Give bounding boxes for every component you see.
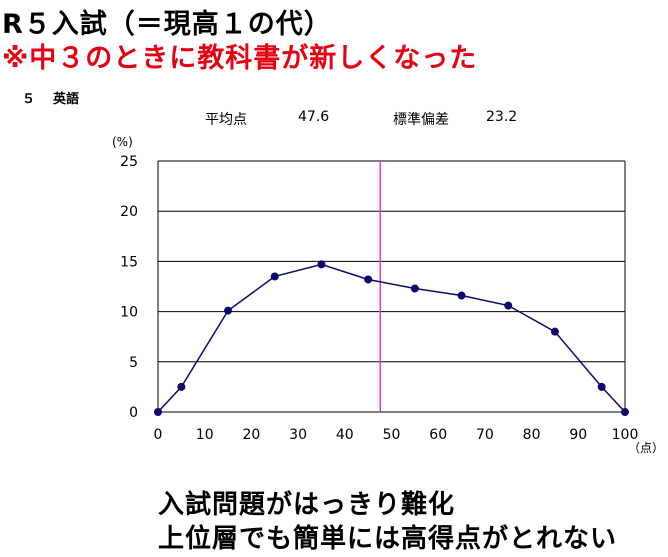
data-point bbox=[550, 327, 559, 336]
data-point bbox=[317, 260, 326, 269]
data-point bbox=[410, 284, 419, 293]
page-subtitle: ※中３のときに教科書が新しくなった bbox=[2, 43, 478, 74]
y-tick-label: 10 bbox=[120, 305, 138, 321]
caption-line-1: 入試問題がはっきり難化 bbox=[158, 490, 456, 520]
x-tick-label: 10 bbox=[196, 427, 214, 443]
y-tick-label: 25 bbox=[120, 154, 138, 170]
y-axis-label: (%) bbox=[112, 135, 133, 149]
x-tick-label: 30 bbox=[289, 427, 307, 443]
y-tick-label: 5 bbox=[129, 355, 138, 371]
data-point bbox=[504, 301, 513, 310]
x-tick-label: 80 bbox=[523, 427, 541, 443]
subject-name: 英語 bbox=[53, 92, 80, 107]
data-point bbox=[597, 382, 606, 391]
x-tick-label: 70 bbox=[476, 427, 494, 443]
x-tick-label: 60 bbox=[429, 427, 447, 443]
sd-label: 標準偏差 bbox=[393, 112, 449, 128]
data-point bbox=[364, 275, 373, 284]
x-tick-label: 100 bbox=[612, 427, 639, 443]
sd-value: 23.2 bbox=[486, 109, 518, 125]
mean-label: 平均点 bbox=[205, 112, 247, 128]
data-point bbox=[457, 291, 466, 300]
page-title: R５入試（＝現高１の代） bbox=[2, 9, 332, 40]
data-point bbox=[621, 408, 629, 416]
x-tick-label: 0 bbox=[154, 427, 163, 443]
subject-number: ５ bbox=[22, 92, 36, 107]
data-point bbox=[154, 408, 162, 416]
score-distribution-chart: 0 5 10 15 20 25 0 10 20 30 40 50 60 70 80 90 100 (%) （点） bbox=[112, 135, 664, 455]
y-tick-label: 15 bbox=[120, 254, 138, 270]
x-tick-label: 50 bbox=[383, 427, 401, 443]
subject-label: ５ 英語 bbox=[22, 88, 79, 107]
series-line bbox=[157, 263, 626, 413]
caption-line-2: 上位層でも簡単には高得点がとれない bbox=[158, 524, 618, 554]
data-point bbox=[270, 272, 279, 281]
y-tick-label: 0 bbox=[129, 405, 138, 421]
mean-value: 47.6 bbox=[298, 109, 330, 125]
x-tick-label: 90 bbox=[569, 427, 587, 443]
data-point bbox=[224, 306, 233, 315]
data-point bbox=[177, 382, 186, 391]
x-tick-label: 40 bbox=[336, 427, 354, 443]
x-tick-label: 20 bbox=[242, 427, 260, 443]
x-axis-label: （点） bbox=[628, 441, 664, 455]
y-tick-label: 20 bbox=[120, 204, 138, 220]
